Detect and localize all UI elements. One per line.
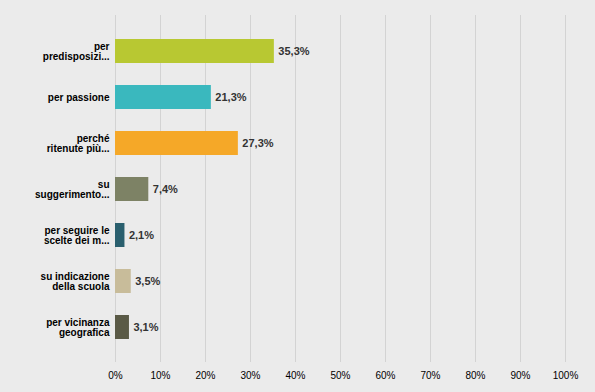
svg-text:50%: 50% bbox=[330, 370, 350, 381]
svg-text:90%: 90% bbox=[510, 370, 530, 381]
svg-text:3,5%: 3,5% bbox=[135, 275, 160, 287]
svg-text:35,3%: 35,3% bbox=[278, 45, 309, 57]
svg-text:perchéritenute più...: perchéritenute più... bbox=[47, 133, 110, 154]
svg-text:40%: 40% bbox=[285, 370, 305, 381]
svg-text:60%: 60% bbox=[375, 370, 395, 381]
svg-text:70%: 70% bbox=[420, 370, 440, 381]
svg-text:30%: 30% bbox=[240, 370, 260, 381]
svg-text:per vicinanzageografica: per vicinanzageografica bbox=[46, 317, 110, 338]
svg-text:0%: 0% bbox=[108, 370, 123, 381]
svg-text:20%: 20% bbox=[195, 370, 215, 381]
svg-text:100%: 100% bbox=[553, 370, 579, 381]
svg-text:2,1%: 2,1% bbox=[129, 229, 154, 241]
svg-text:21,3%: 21,3% bbox=[215, 91, 246, 103]
svg-text:80%: 80% bbox=[465, 370, 485, 381]
svg-text:10%: 10% bbox=[150, 370, 170, 381]
svg-text:7,4%: 7,4% bbox=[153, 183, 178, 195]
svg-text:perpredisposizi...: perpredisposizi... bbox=[43, 41, 110, 62]
svg-text:3,1%: 3,1% bbox=[133, 321, 158, 333]
svg-text:per passione: per passione bbox=[48, 92, 110, 103]
svg-text:su indicazionedella scuola: su indicazionedella scuola bbox=[41, 271, 110, 292]
svg-text:per seguire lescelte dei m...: per seguire lescelte dei m... bbox=[44, 225, 110, 246]
svg-text:susuggerimento...: susuggerimento... bbox=[35, 179, 110, 200]
svg-text:27,3%: 27,3% bbox=[242, 137, 273, 149]
